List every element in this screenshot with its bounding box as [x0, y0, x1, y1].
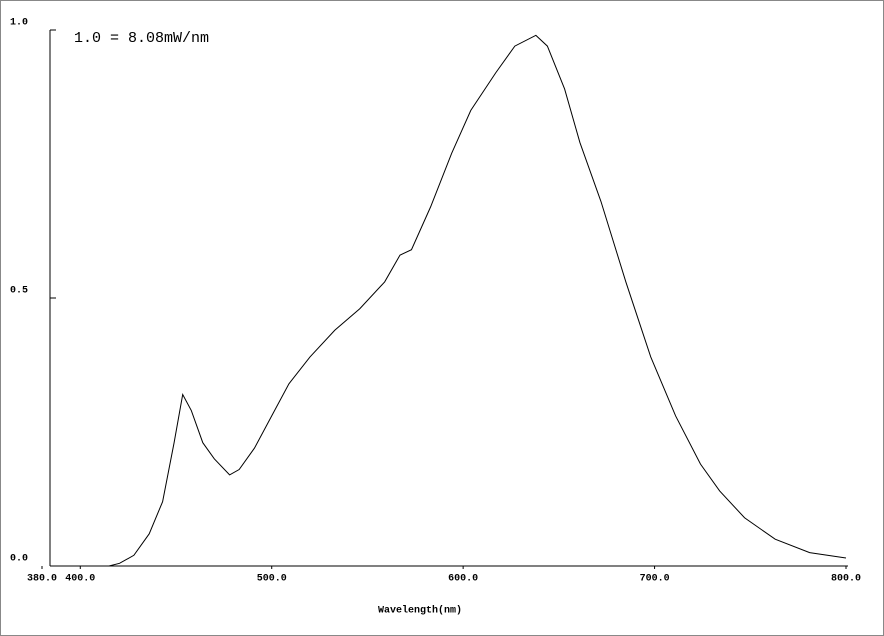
x-axis-label: Wavelength(nm)	[378, 605, 462, 617]
y-tick-label: 0.0	[10, 554, 28, 565]
x-tick-label: 700.0	[640, 574, 670, 585]
x-tick-label: 400.0	[65, 574, 95, 585]
y-tick-label: 1.0	[10, 18, 28, 29]
annotation: 1.0 = 8.08mW/nm	[74, 30, 209, 47]
y-tick-label: 0.5	[10, 286, 28, 297]
x-tick-label: 500.0	[257, 574, 287, 585]
x-tick-label: 380.0	[27, 574, 57, 585]
x-tick-label: 600.0	[448, 574, 478, 585]
spectrum-line	[61, 34, 847, 567]
x-tick-label: 800.0	[831, 574, 861, 585]
